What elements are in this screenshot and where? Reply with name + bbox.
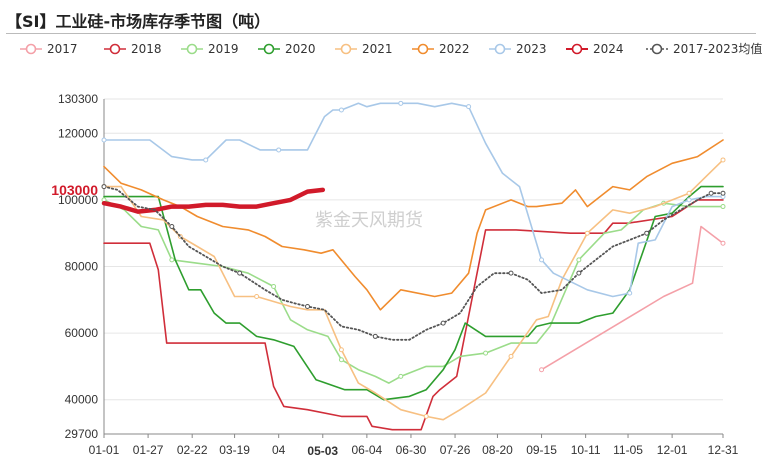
legend-swatch-marker [263, 43, 275, 55]
series-point [644, 230, 650, 236]
y-tick-label: 100000 [58, 193, 98, 207]
series-point [686, 197, 692, 203]
legend-swatch-marker [186, 43, 198, 55]
series-line-2 [103, 199, 724, 384]
series-point [423, 413, 429, 419]
x-tick-label: 08-20 [482, 443, 513, 457]
series-point [539, 257, 545, 263]
watermark: 紫金天风期货 [315, 210, 423, 231]
legend-swatch-marker [571, 43, 583, 55]
legend-label: 2017 [47, 42, 78, 56]
legend-label: 2024 [593, 42, 624, 56]
x-tick-label: 03-19 [219, 443, 250, 457]
y-highlight-label: 103000 [51, 182, 98, 198]
x-tick-label: 06-04 [352, 443, 383, 457]
series-line-6 [103, 102, 724, 298]
series-point [237, 270, 243, 276]
series-line-7 [101, 187, 326, 214]
series-point [101, 184, 107, 190]
series-point [720, 190, 726, 196]
series-line-5 [103, 139, 724, 311]
y-tick-label: 40000 [65, 393, 99, 407]
series-point [254, 293, 260, 299]
series-point [101, 137, 107, 143]
series-line-4 [103, 159, 724, 421]
x-tick-label-highlight: 05-03 [307, 444, 338, 458]
y-tick-label: 80000 [65, 260, 99, 274]
legend-swatch-marker [417, 43, 429, 55]
x-tick-label: 04 [272, 443, 286, 457]
series-point [338, 107, 344, 113]
series-line-1 [103, 199, 724, 431]
axes: 29700 40000 60000 80000 100000 120000 130300 01… [51, 92, 738, 458]
title-divider [6, 33, 756, 34]
series-point [686, 190, 692, 196]
series-point [372, 333, 378, 339]
series-point [539, 367, 545, 373]
series-point [720, 240, 726, 246]
series-point [276, 147, 282, 153]
series-point [203, 157, 209, 163]
x-tick-label: 02-22 [177, 443, 208, 457]
series-point [627, 290, 633, 296]
series-line-0 [540, 225, 724, 371]
x-tick-label: 10-11 [571, 443, 601, 457]
x-tick-label: 11-05 [613, 443, 643, 457]
y-tick-label: 60000 [65, 326, 99, 340]
series-point [398, 373, 404, 379]
series-point [169, 257, 175, 263]
series-point [338, 347, 344, 353]
x-tick-label: 01-01 [89, 443, 120, 457]
x-tick-label: 07-26 [440, 443, 471, 457]
series-line-8 [103, 185, 724, 341]
series-point [398, 100, 404, 106]
series-point [305, 303, 311, 309]
chart-title: 【SI】工业硅-市场库存季节图（吨） [6, 12, 271, 31]
legend-label: 2022 [439, 42, 470, 56]
legend-swatch-marker [651, 43, 663, 55]
legend: 2017 2018 2019 2020 2021 2022 2023 2024 2017-202… [20, 41, 762, 56]
series-group [101, 100, 726, 431]
x-tick-label: 06-30 [396, 443, 427, 457]
legend-label: 2018 [131, 42, 162, 56]
series-line-3 [103, 185, 724, 401]
series-point [708, 190, 714, 196]
series-point [271, 283, 277, 289]
x-tick-label: 01-27 [133, 443, 164, 457]
x-tick-label: 12-01 [657, 443, 688, 457]
series-point [720, 204, 726, 210]
series-point [338, 357, 344, 363]
y-tick-label: 130300 [58, 92, 98, 106]
series-point [483, 350, 489, 356]
series-point [508, 353, 514, 359]
series-point [466, 104, 472, 110]
legend-label: 2023 [516, 42, 547, 56]
legend-swatch-marker [494, 43, 506, 55]
series-point [576, 257, 582, 263]
series-point [720, 157, 726, 163]
series-point [584, 230, 590, 236]
x-tick-label: 09-15 [526, 443, 557, 457]
legend-swatch-marker [340, 43, 352, 55]
grid [104, 98, 723, 435]
series-point [440, 320, 446, 326]
legend-label: 2021 [362, 42, 393, 56]
legend-swatch-marker [109, 43, 121, 55]
series-point [169, 224, 175, 230]
legend-swatch-marker [25, 43, 37, 55]
series-point [576, 270, 582, 276]
legend-label: 2020 [285, 42, 316, 56]
series-point [508, 270, 514, 276]
y-tick-label: 120000 [58, 126, 98, 140]
y-tick-label: 29700 [65, 427, 99, 441]
legend-label: 2019 [208, 42, 239, 56]
x-tick-label: 12-31 [708, 443, 739, 457]
legend-label: 2017-2023均值 [673, 41, 762, 56]
